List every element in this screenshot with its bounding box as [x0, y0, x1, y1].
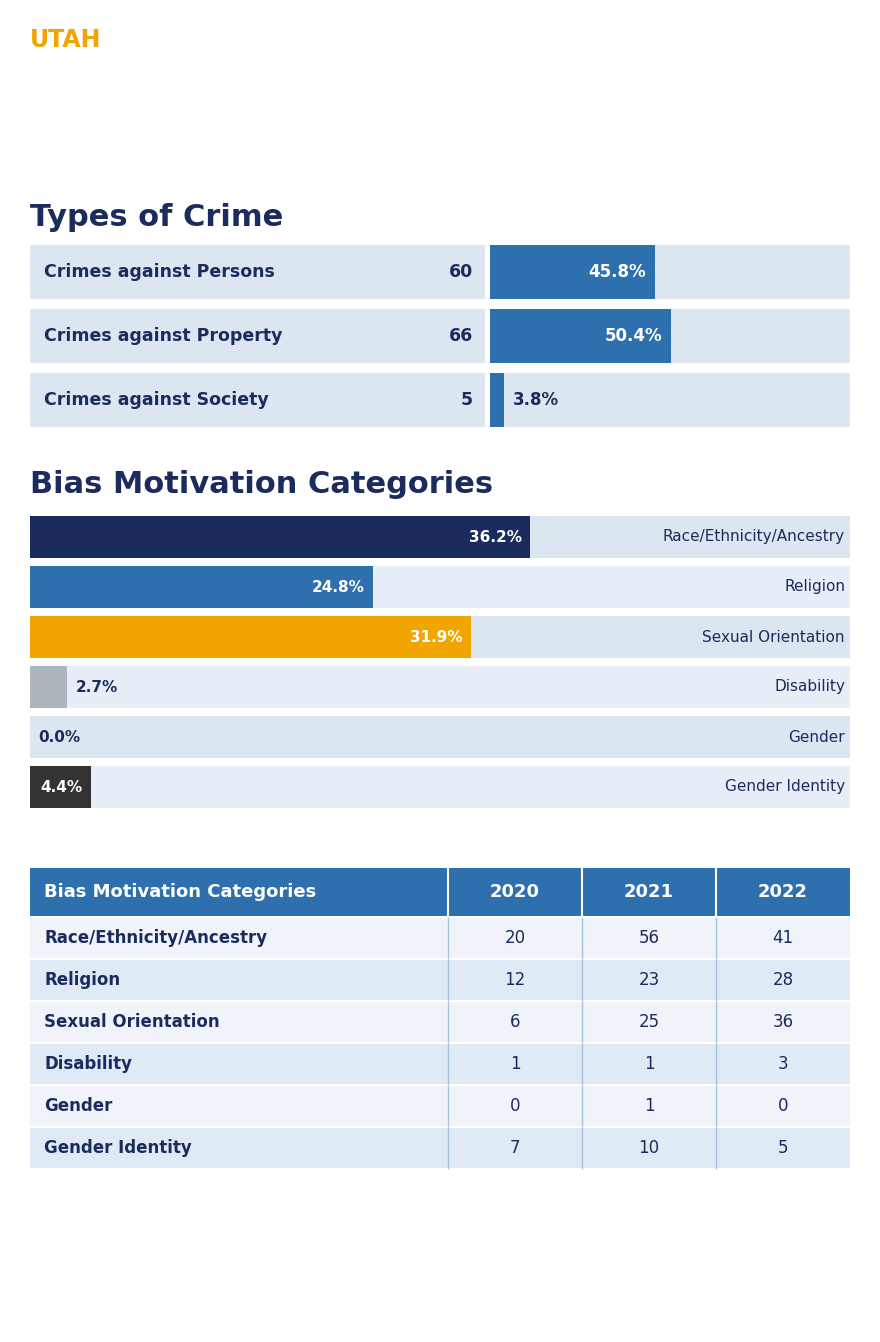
- FancyBboxPatch shape: [30, 373, 485, 427]
- Text: 41: 41: [773, 929, 794, 947]
- FancyBboxPatch shape: [448, 868, 582, 917]
- FancyBboxPatch shape: [30, 1129, 850, 1168]
- FancyBboxPatch shape: [716, 868, 850, 917]
- FancyBboxPatch shape: [30, 309, 485, 362]
- FancyBboxPatch shape: [30, 666, 850, 709]
- FancyBboxPatch shape: [490, 309, 671, 362]
- Text: Sexual Orientation: Sexual Orientation: [44, 1013, 220, 1031]
- Text: 66: 66: [449, 327, 473, 345]
- Text: 1: 1: [510, 1055, 520, 1074]
- Text: Sexual Orientation: Sexual Orientation: [702, 629, 845, 644]
- FancyBboxPatch shape: [30, 766, 850, 808]
- FancyBboxPatch shape: [30, 566, 372, 608]
- FancyBboxPatch shape: [30, 1044, 850, 1084]
- Text: Crimes against Society: Crimes against Society: [44, 391, 268, 409]
- Text: 7: 7: [510, 1139, 520, 1157]
- Text: 4.4%: 4.4%: [40, 780, 83, 794]
- Text: Bias Motivation Categories: Bias Motivation Categories: [44, 883, 316, 900]
- Text: 31.9%: 31.9%: [410, 629, 463, 644]
- Text: 23: 23: [638, 972, 660, 989]
- Text: 0: 0: [778, 1096, 788, 1115]
- FancyBboxPatch shape: [30, 717, 850, 758]
- Text: 2020: 2020: [490, 883, 540, 900]
- FancyBboxPatch shape: [30, 766, 91, 808]
- Text: Gender: Gender: [44, 1096, 113, 1115]
- FancyBboxPatch shape: [490, 246, 850, 299]
- Text: 6: 6: [510, 1013, 520, 1031]
- FancyBboxPatch shape: [30, 666, 67, 709]
- Text: 135 of 147 law enforcement agencies (92%) provided hate crime data.: 135 of 147 law enforcement agencies (92%…: [30, 140, 671, 158]
- Text: Race/Ethnicity/Ancestry: Race/Ethnicity/Ancestry: [44, 929, 268, 947]
- Text: 12: 12: [504, 972, 525, 989]
- FancyBboxPatch shape: [30, 566, 850, 608]
- Text: Crimes against Property: Crimes against Property: [44, 327, 282, 345]
- Text: Gender Identity: Gender Identity: [725, 780, 845, 794]
- Text: Hate Crimes Incidents in 2022: Hate Crimes Incidents in 2022: [30, 52, 833, 97]
- FancyBboxPatch shape: [30, 960, 850, 1000]
- Text: 0: 0: [510, 1096, 520, 1115]
- FancyBboxPatch shape: [30, 616, 850, 658]
- FancyBboxPatch shape: [30, 517, 850, 558]
- Text: Religion: Religion: [44, 972, 121, 989]
- Text: 10: 10: [638, 1139, 660, 1157]
- FancyBboxPatch shape: [30, 918, 850, 958]
- FancyBboxPatch shape: [490, 373, 850, 427]
- Text: 50.4%: 50.4%: [605, 327, 663, 345]
- FancyBboxPatch shape: [30, 1086, 850, 1126]
- Text: 3: 3: [778, 1055, 788, 1074]
- FancyBboxPatch shape: [30, 868, 448, 917]
- Text: Bias Motivation Categories: Bias Motivation Categories: [30, 470, 493, 499]
- FancyBboxPatch shape: [582, 868, 716, 917]
- Text: Disability: Disability: [44, 1055, 132, 1074]
- Text: 5: 5: [461, 391, 473, 409]
- Text: Religion: Religion: [784, 580, 845, 595]
- Text: 28: 28: [773, 972, 794, 989]
- Text: Disability: Disability: [774, 679, 845, 695]
- FancyBboxPatch shape: [30, 517, 530, 558]
- FancyBboxPatch shape: [490, 373, 503, 427]
- Text: 25: 25: [638, 1013, 660, 1031]
- Text: 60: 60: [449, 263, 473, 280]
- Text: Race/Ethnicity/Ancestry: Race/Ethnicity/Ancestry: [663, 530, 845, 545]
- FancyBboxPatch shape: [490, 309, 850, 362]
- FancyBboxPatch shape: [490, 246, 655, 299]
- Text: 1: 1: [643, 1096, 655, 1115]
- Text: 5: 5: [778, 1139, 788, 1157]
- Text: 1: 1: [643, 1055, 655, 1074]
- Text: 36: 36: [773, 1013, 794, 1031]
- Text: 36.2%: 36.2%: [469, 530, 522, 545]
- FancyBboxPatch shape: [30, 1002, 850, 1041]
- Text: 2.7%: 2.7%: [76, 679, 118, 695]
- FancyBboxPatch shape: [30, 246, 485, 299]
- Text: 45.8%: 45.8%: [588, 263, 646, 280]
- FancyBboxPatch shape: [30, 616, 471, 658]
- Text: 0.0%: 0.0%: [38, 730, 80, 745]
- Text: Gender: Gender: [788, 730, 845, 745]
- Text: 2021: 2021: [624, 883, 674, 900]
- Text: UTAH: UTAH: [30, 28, 101, 52]
- Text: Gender Identity: Gender Identity: [44, 1139, 192, 1157]
- Text: 56: 56: [639, 929, 659, 947]
- Text: 2022: 2022: [758, 883, 808, 900]
- Text: Types of Crime: Types of Crime: [30, 203, 283, 232]
- Text: 3.8%: 3.8%: [513, 391, 559, 409]
- Text: Crimes against Persons: Crimes against Persons: [44, 263, 275, 280]
- Text: 20: 20: [504, 929, 525, 947]
- Text: 24.8%: 24.8%: [312, 580, 364, 595]
